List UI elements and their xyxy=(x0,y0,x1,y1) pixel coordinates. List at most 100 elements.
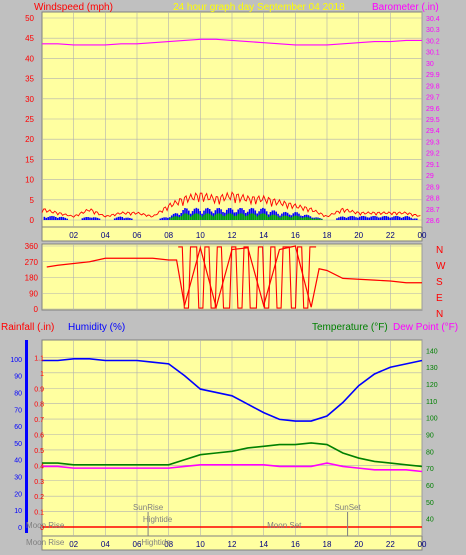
wind-avg-bar-green xyxy=(298,216,300,220)
wind-avg-bar-green xyxy=(317,218,319,220)
wind-avg-bar-green xyxy=(210,215,213,220)
wind-avg-bar xyxy=(391,217,393,220)
wind-avg-bar xyxy=(376,216,378,220)
direction-tick-label: 0 xyxy=(34,305,39,314)
wind-avg-bar xyxy=(410,217,412,220)
wind-avg-bar-green xyxy=(256,216,258,220)
time-tick-label: 02 xyxy=(69,231,78,240)
wind-avg-bar-green xyxy=(263,213,266,220)
wind-avg-bar xyxy=(381,216,384,220)
wind-avg-bar-green xyxy=(197,213,200,220)
wind-avg-bar-green xyxy=(284,215,287,220)
temperature-tick-label: 70 xyxy=(426,466,434,473)
wind-avg-bar-green xyxy=(172,216,175,220)
time-tick-label: 18 xyxy=(323,231,332,240)
barometer-line xyxy=(42,38,422,46)
wind-avg-bar-green xyxy=(286,216,289,220)
wind-avg-bar xyxy=(385,216,388,220)
barometer-tick-label: 29 xyxy=(426,173,434,180)
wind-avg-bar-green xyxy=(212,216,215,220)
time-tick-label-bottom: 02 xyxy=(69,540,78,549)
wind-avg-bar xyxy=(364,216,367,220)
wind-tick-label: 35 xyxy=(25,75,34,84)
wind-avg-bar xyxy=(64,217,67,220)
rainfall-tick-label: 0 xyxy=(40,525,44,532)
wind-avg-bar xyxy=(349,216,352,220)
annotation-label: Moon Rise xyxy=(26,538,65,547)
barometer-tick-label: 29.8 xyxy=(426,83,440,90)
barometer-tick-label: 30.1 xyxy=(426,50,440,57)
wind-avg-bar xyxy=(130,218,133,220)
wind-avg-bar-green xyxy=(168,218,171,220)
humidity-tick-label: 10 xyxy=(14,508,22,515)
wind-avg-bar-green xyxy=(282,215,285,220)
wind-avg-bar xyxy=(115,217,118,220)
wind-avg-bar-green xyxy=(218,213,220,220)
wind-avg-bar xyxy=(355,217,357,220)
wind-avg-bar xyxy=(374,216,376,220)
rainfall-tick-label: 0.5 xyxy=(34,448,44,455)
wind-avg-bar-green xyxy=(222,215,224,220)
wind-avg-bar xyxy=(98,218,101,220)
wind-avg-bar xyxy=(127,217,129,220)
wind-avg-bar xyxy=(56,217,59,220)
time-tick-label-bottom: 20 xyxy=(354,540,363,549)
wind-avg-bar-green xyxy=(170,217,173,220)
wind-avg-bar xyxy=(358,216,361,220)
wind-avg-bar-green xyxy=(174,216,177,220)
rainfall-tick-label: 0.3 xyxy=(34,479,44,486)
wind-avg-bar xyxy=(366,217,369,220)
wind-tick-label: 10 xyxy=(25,176,34,185)
temperature-tick-label: 50 xyxy=(426,500,434,507)
temperature-tick-label: 100 xyxy=(426,416,438,423)
temperature-line xyxy=(42,442,423,468)
time-tick-label-bottom: 12 xyxy=(228,540,237,549)
barometer-tick-label: 29.2 xyxy=(426,151,440,158)
wind-avg-bar xyxy=(377,217,380,220)
wind-avg-bar-green xyxy=(225,214,228,220)
wind-avg-bar xyxy=(345,217,348,220)
wind-avg-bar-green xyxy=(258,215,260,220)
wind-axis-title: Windspeed (mph) xyxy=(34,2,113,13)
wind-avg-bar-green xyxy=(182,214,184,220)
wind-avg-bar xyxy=(96,217,99,220)
graph-date-title: 24 hour graph day September 04 2018 xyxy=(173,2,345,13)
wind-avg-bar-green xyxy=(277,216,279,220)
wind-tick-label: 30 xyxy=(25,95,34,104)
annotation-label: SunRise xyxy=(133,503,164,512)
wind-avg-bar-green xyxy=(239,213,241,220)
time-tick-label-bottom: 04 xyxy=(101,540,110,549)
wind-avg-bar xyxy=(408,216,410,220)
wind-avg-bar xyxy=(395,215,397,220)
wind-avg-bar-green xyxy=(250,213,253,220)
humidity-tick-label: 60 xyxy=(14,424,22,431)
wind-avg-bar-green xyxy=(195,213,198,220)
annotation-label: SunSet xyxy=(334,503,361,512)
humidity-tick-label: 100 xyxy=(10,357,22,364)
wind-avg-bar-green xyxy=(176,216,179,220)
wind-avg-bar xyxy=(60,216,63,220)
temperature-tick-label: 90 xyxy=(426,433,434,440)
barometer-tick-label: 29.7 xyxy=(426,95,440,102)
direction-tick-label: 270 xyxy=(25,258,39,267)
wind-avg-bar-green xyxy=(262,213,264,220)
rainfall-tick-label: 0.7 xyxy=(34,417,44,424)
wind-tick-label: 15 xyxy=(25,155,34,164)
annotation-label: Moon Rise xyxy=(26,521,65,530)
wind-avg-bar-green xyxy=(300,217,302,220)
wind-avg-bar-green xyxy=(191,215,194,220)
wind-avg-bar xyxy=(94,217,97,220)
temperature-tick-label: 60 xyxy=(426,483,434,490)
wind-tick-label: 40 xyxy=(25,54,34,63)
wind-avg-bar xyxy=(125,217,127,220)
humidity-tick-label: 40 xyxy=(14,458,22,465)
wind-avg-bar-green xyxy=(229,213,232,220)
wind-avg-bar xyxy=(336,218,338,220)
temperature-tick-label: 110 xyxy=(426,399,437,406)
wind-avg-bar xyxy=(357,217,359,220)
time-tick-label: 16 xyxy=(291,231,300,240)
wind-avg-bar-green xyxy=(311,218,314,220)
compass-label: N xyxy=(436,245,443,256)
wind-avg-bar-green xyxy=(235,215,238,220)
wind-avg-bar xyxy=(81,218,84,220)
